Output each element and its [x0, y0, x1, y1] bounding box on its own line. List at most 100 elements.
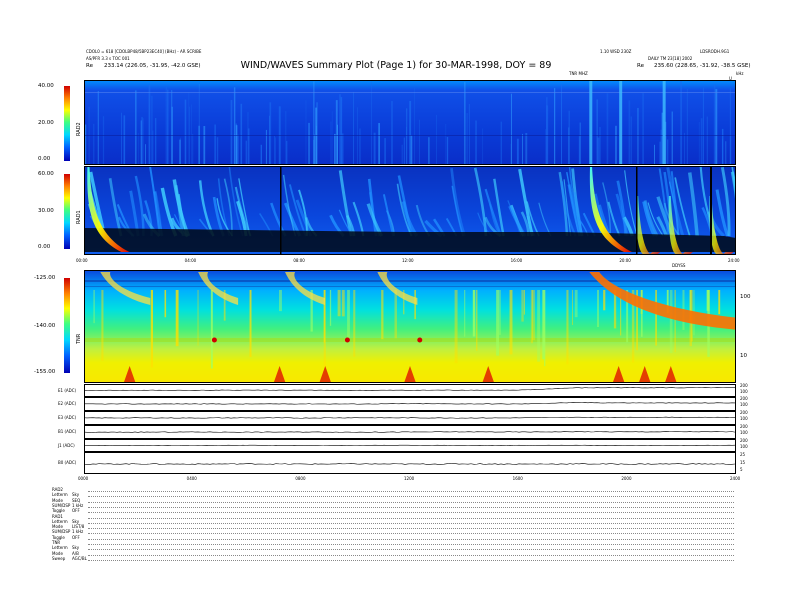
line-x-tick-label: 2400: [730, 476, 741, 481]
rad2-streak: [579, 122, 581, 165]
footer-row-label: SUM/DSP: [52, 529, 71, 535]
rad1-cbar-tick-bot: 0.00: [38, 244, 51, 250]
rad1-streak: [642, 201, 657, 237]
tnr-streak: [414, 290, 416, 320]
rad2-streak: [308, 122, 310, 165]
rad2-streak: [97, 91, 99, 165]
rad1-x-tick-label: 00:00: [76, 258, 88, 263]
footer-row-label: Mode: [52, 550, 63, 556]
footer-row-label: RAD2: [52, 487, 63, 492]
rad1-streak: [450, 168, 466, 237]
rad2-band: [84, 135, 736, 136]
rad2-streak: [337, 124, 338, 165]
rad1-streak: [731, 166, 736, 202]
footer-row-label: Toggle: [52, 534, 65, 540]
rad1-streak: [674, 177, 691, 237]
footer-row-value: 1 kHz: [72, 502, 84, 508]
rad2-streak: [410, 135, 413, 165]
footer-row-rule: [88, 533, 734, 535]
rad2-streak: [561, 84, 562, 165]
rad2-streak: [628, 100, 631, 165]
footer-row-value: SEQ: [72, 497, 81, 503]
rad2-streak: [729, 88, 732, 165]
line-x-tick-label: 1600: [512, 476, 523, 481]
footer-row-label: TNR: [52, 540, 61, 545]
rad2-streak: [686, 88, 688, 165]
rad1-streak: [558, 171, 569, 237]
rad1-axis-tag: DDYSS: [672, 263, 686, 268]
tnr-streak: [626, 290, 629, 343]
rad2-streak: [274, 135, 276, 165]
tnr-streak: [499, 290, 501, 335]
line-x-tick-label: 0400: [186, 476, 197, 481]
tnr-right-tick-10: 10: [740, 353, 747, 359]
rad1-burst: [87, 166, 130, 252]
footer-row-rule: [88, 496, 734, 498]
rad2-streak: [198, 125, 200, 165]
tnr-streak: [476, 290, 478, 351]
tnr-spike: [612, 366, 625, 383]
rad2-streak: [468, 104, 470, 165]
rad2-streak: [715, 89, 718, 165]
rad2-streak: [214, 124, 216, 165]
tnr-streak: [381, 290, 384, 340]
tnr-streak: [101, 290, 104, 361]
tnr-streak: [496, 290, 500, 356]
rad2-streak: [406, 126, 407, 165]
rad1-streak: [560, 181, 577, 237]
rad2-cbar-tick-top: 40.00: [38, 83, 54, 89]
rad2-streak: [659, 141, 661, 165]
rad2-ylabel: RAD2: [76, 122, 82, 136]
tnr-streak: [531, 290, 535, 341]
rad2-streak: [414, 87, 415, 165]
line-right-tick-label: 200: [740, 396, 748, 401]
rad1-streak: [602, 182, 611, 237]
rad1-streak: [616, 180, 628, 237]
rad1-x-tick-label: 08:00: [293, 258, 305, 263]
rad1-x-tick-label: 04:00: [184, 258, 197, 263]
rad2-streak: [371, 81, 372, 165]
rad2-streak: [446, 136, 449, 165]
rad2-streak: [729, 134, 732, 165]
footer-row-value: AGC/BL: [72, 555, 87, 561]
rad2-streak: [735, 143, 736, 165]
footer-row-value: 1 kHz: [72, 529, 84, 535]
rad2-streak: [184, 99, 187, 165]
rad2-streak: [191, 104, 192, 165]
rad2-streak: [148, 84, 151, 165]
footer-row-value: A/B: [72, 550, 79, 556]
line-series-svg: [84, 387, 736, 391]
rad2-streak: [599, 127, 601, 165]
rad2-streak: [198, 83, 200, 165]
rad2-streak: [597, 137, 600, 165]
rad1-streak: [624, 170, 638, 237]
tnr-hotspot: [344, 337, 350, 343]
line-right-tick-label: 200: [740, 410, 748, 415]
rad2-streak: [335, 100, 338, 165]
tnr-spectrogram: [84, 270, 736, 383]
rad2-band: [84, 92, 736, 93]
header-left-line1: CDOL0 = 618 [CDOLBP48/5BP23EC40] (BHz) -…: [86, 49, 202, 54]
rad2-streak: [615, 125, 617, 165]
rad2-streak: [138, 132, 139, 165]
line-series-label: E1 (ADC): [58, 387, 77, 393]
footer-row-value: Sky: [72, 492, 80, 498]
tnr-hotspot: [417, 337, 423, 343]
line-x-tick-label: 1200: [404, 476, 415, 481]
rad2-streak: [698, 122, 700, 165]
rad2-streak: [510, 143, 512, 165]
rad2-streak: [630, 116, 632, 165]
line-right-tick-label: 100: [740, 416, 748, 421]
tnr-streak: [353, 290, 356, 357]
tnr-spike: [482, 366, 495, 383]
footer-row-value: Sky: [72, 545, 80, 551]
line-x-tick-label: 2000: [621, 476, 632, 481]
tnr-streak: [249, 290, 252, 358]
tnr-cbar-tick-mid: -140.00: [34, 323, 56, 329]
tnr-streak: [574, 290, 578, 318]
rad1-cbar-tick-top: 60.00: [38, 171, 54, 177]
rad1-streak: [397, 175, 413, 237]
rad2-streak: [510, 93, 512, 165]
line-right-tick-label: 15: [740, 460, 746, 465]
rad2-streak: [391, 101, 393, 165]
